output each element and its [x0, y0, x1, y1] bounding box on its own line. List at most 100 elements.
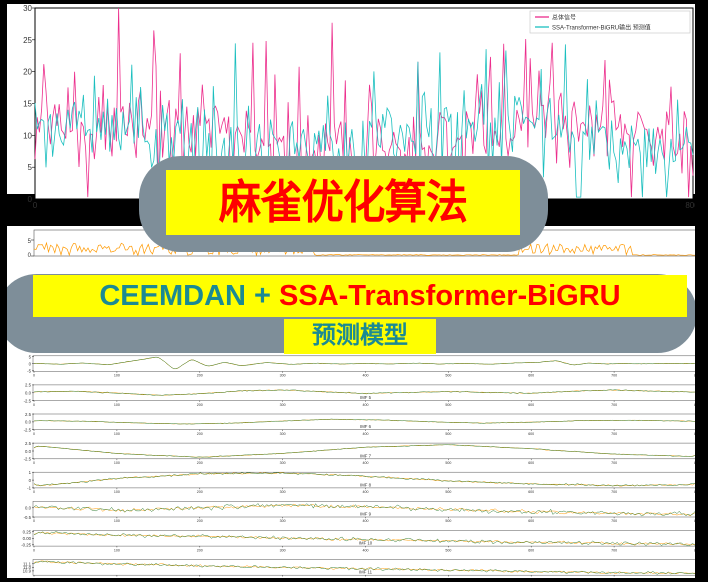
svg-text:300: 300 — [280, 548, 286, 552]
svg-text:0: 0 — [33, 548, 35, 552]
svg-text:500: 500 — [445, 374, 451, 378]
svg-text:IMF 6: IMF 6 — [360, 424, 372, 429]
svg-text:600: 600 — [528, 548, 534, 552]
svg-text:800: 800 — [694, 432, 695, 436]
svg-text:500: 500 — [445, 577, 451, 578]
svg-text:100: 100 — [114, 548, 120, 552]
svg-text:500: 500 — [445, 461, 451, 465]
svg-text:2.5: 2.5 — [25, 383, 32, 388]
svg-text:0.0: 0.0 — [25, 506, 32, 511]
svg-text:IMF 11: IMF 11 — [359, 570, 373, 575]
svg-text:0: 0 — [29, 478, 32, 483]
svg-text:200: 200 — [197, 490, 203, 494]
svg-text:600: 600 — [528, 403, 534, 407]
svg-text:2.5: 2.5 — [25, 412, 32, 417]
svg-text:0: 0 — [33, 374, 35, 378]
svg-text:10.9: 10.9 — [23, 569, 32, 574]
svg-text:-2.5: -2.5 — [24, 398, 32, 403]
svg-text:IMF 10: IMF 10 — [359, 541, 373, 546]
svg-text:0.00: 0.00 — [23, 536, 32, 541]
svg-text:30: 30 — [23, 4, 32, 13]
svg-text:SSA-Transformer-BiGRU输出 预测值: SSA-Transformer-BiGRU输出 预测值 — [552, 24, 651, 32]
svg-text:800: 800 — [694, 548, 695, 552]
svg-text:0.25: 0.25 — [23, 530, 32, 535]
svg-text:500: 500 — [445, 519, 451, 523]
svg-text:-1: -1 — [27, 486, 31, 491]
svg-text:300: 300 — [280, 432, 286, 436]
svg-text:700: 700 — [611, 432, 617, 436]
svg-text:0: 0 — [33, 201, 38, 210]
svg-text:400: 400 — [363, 461, 369, 465]
svg-text:10: 10 — [23, 131, 32, 140]
svg-text:700: 700 — [611, 519, 617, 523]
svg-text:700: 700 — [611, 577, 617, 578]
svg-text:500: 500 — [445, 490, 451, 494]
svg-text:200: 200 — [197, 403, 203, 407]
svg-text:700: 700 — [611, 403, 617, 407]
svg-text:600: 600 — [528, 461, 534, 465]
svg-text:20: 20 — [23, 68, 32, 77]
svg-text:0.0: 0.0 — [25, 449, 32, 454]
svg-text:300: 300 — [280, 519, 286, 523]
svg-text:-2.5: -2.5 — [24, 457, 32, 462]
svg-text:700: 700 — [611, 461, 617, 465]
svg-text:-0.5: -0.5 — [24, 515, 32, 520]
svg-text:0: 0 — [33, 461, 35, 465]
svg-text:15: 15 — [23, 100, 32, 109]
svg-text:500: 500 — [445, 548, 451, 552]
svg-text:0: 0 — [33, 490, 35, 494]
svg-text:800: 800 — [694, 519, 695, 523]
svg-text:25: 25 — [23, 36, 32, 45]
svg-text:600: 600 — [528, 577, 534, 578]
svg-text:IMF 8: IMF 8 — [360, 482, 372, 487]
svg-text:300: 300 — [280, 374, 286, 378]
svg-text:700: 700 — [611, 548, 617, 552]
svg-text:400: 400 — [363, 374, 369, 378]
svg-text:700: 700 — [611, 374, 617, 378]
svg-text:800: 800 — [694, 461, 695, 465]
svg-text:0: 0 — [33, 432, 35, 436]
svg-text:300: 300 — [280, 490, 286, 494]
svg-text:IMF 7: IMF 7 — [360, 453, 372, 458]
svg-text:800: 800 — [694, 374, 695, 378]
svg-text:100: 100 — [114, 577, 120, 578]
svg-text:5: 5 — [28, 163, 33, 172]
svg-text:600: 600 — [528, 374, 534, 378]
svg-text:500: 500 — [445, 432, 451, 436]
svg-text:100: 100 — [114, 432, 120, 436]
svg-text:-0.25: -0.25 — [21, 543, 31, 548]
svg-text:200: 200 — [197, 548, 203, 552]
svg-text:400: 400 — [363, 548, 369, 552]
svg-text:200: 200 — [197, 577, 203, 578]
svg-text:0.0: 0.0 — [25, 391, 32, 396]
svg-text:0: 0 — [33, 577, 35, 578]
svg-text:800: 800 — [685, 201, 695, 210]
svg-text:2.5: 2.5 — [25, 441, 32, 446]
svg-text:0: 0 — [33, 519, 35, 523]
svg-text:100: 100 — [114, 519, 120, 523]
svg-text:800: 800 — [694, 403, 695, 407]
svg-text:IMF 9: IMF 9 — [360, 512, 372, 517]
svg-text:500: 500 — [445, 403, 451, 407]
svg-text:400: 400 — [363, 577, 369, 578]
svg-text:400: 400 — [363, 490, 369, 494]
svg-text:700: 700 — [611, 490, 617, 494]
svg-text:0.0: 0.0 — [25, 420, 32, 425]
svg-text:100: 100 — [114, 403, 120, 407]
svg-text:总体信号: 总体信号 — [552, 14, 576, 22]
svg-text:-5: -5 — [27, 369, 31, 374]
svg-text:600: 600 — [528, 432, 534, 436]
svg-text:300: 300 — [280, 577, 286, 578]
svg-text:IMF 5: IMF 5 — [360, 395, 372, 400]
svg-text:100: 100 — [114, 374, 120, 378]
svg-text:600: 600 — [528, 490, 534, 494]
svg-text:200: 200 — [197, 461, 203, 465]
svg-text:800: 800 — [694, 490, 695, 494]
svg-text:0: 0 — [29, 361, 32, 366]
svg-text:400: 400 — [363, 519, 369, 523]
svg-text:300: 300 — [280, 403, 286, 407]
svg-text:1: 1 — [29, 470, 32, 475]
svg-text:100: 100 — [114, 461, 120, 465]
svg-text:5: 5 — [29, 354, 32, 359]
svg-text:200: 200 — [197, 432, 203, 436]
